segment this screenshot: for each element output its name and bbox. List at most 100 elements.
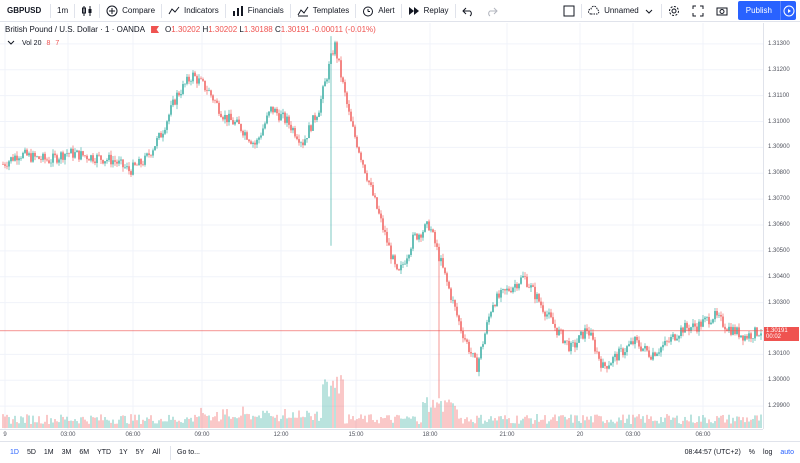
volume-bar	[388, 415, 390, 428]
templates-button[interactable]: Templates	[291, 0, 355, 22]
interval-button[interactable]: 1m	[57, 6, 69, 15]
range-1d[interactable]: 1D	[10, 449, 19, 456]
volume-bar	[30, 423, 32, 428]
volume-bar	[752, 418, 754, 428]
volume-bar	[640, 418, 642, 428]
volume-bar	[334, 387, 336, 428]
candle-body	[260, 135, 262, 138]
candle-body	[666, 340, 668, 342]
candle-body	[654, 352, 656, 356]
volume-bar	[172, 416, 174, 428]
volume-bar	[430, 407, 432, 428]
candle-body	[502, 289, 504, 290]
candle-body	[572, 342, 574, 344]
clock[interactable]: 08:44:57 (UTC+2)	[684, 449, 741, 456]
layout-toggle[interactable]	[557, 0, 581, 22]
range-1m[interactable]: 1M	[43, 449, 54, 456]
replay-button[interactable]: Replay	[402, 0, 455, 22]
goto-button[interactable]: Go to...	[177, 449, 200, 456]
volume-bar	[102, 420, 104, 428]
candles-style-button[interactable]	[75, 0, 99, 22]
candle-body	[712, 319, 714, 323]
chevron-down-icon[interactable]	[5, 37, 17, 49]
candle-body	[458, 315, 460, 322]
range-ytd[interactable]: YTD	[97, 449, 112, 456]
volume-bar	[142, 419, 144, 428]
publish-menu-button[interactable]	[780, 1, 796, 20]
candle-body	[100, 155, 102, 160]
volume-bar	[362, 418, 364, 428]
volume-bar	[74, 419, 76, 428]
alert-button[interactable]: Alert	[356, 0, 400, 22]
volume-bar	[300, 417, 302, 428]
candle-body	[290, 124, 292, 131]
publish-button[interactable]: Publish	[737, 1, 780, 20]
price-axis[interactable]: 1.31300 1.31200 1.31100 1.31000 1.30900 1.308…	[763, 23, 800, 429]
candle-body	[476, 357, 478, 372]
fullscreen-button[interactable]	[686, 0, 710, 22]
time-axis[interactable]: 9 03:00 06:00 09:00 12:00 15:00 18:00 21:00 20 03…	[0, 429, 763, 440]
divider	[99, 3, 101, 18]
volume-bar	[512, 423, 514, 428]
range-6m[interactable]: 6M	[79, 449, 90, 456]
candle-body	[500, 289, 502, 298]
volume-bar	[542, 419, 544, 428]
range-5y[interactable]: 5Y	[135, 449, 145, 456]
candle-body	[90, 155, 92, 161]
volume-bar	[398, 415, 400, 428]
volume-bar	[702, 415, 704, 428]
volume-bar	[336, 376, 338, 428]
candle-body	[672, 334, 674, 337]
range-5d[interactable]: 5D	[26, 449, 36, 456]
candle-body	[490, 312, 492, 317]
volume-bar	[526, 415, 528, 428]
volume-bar	[118, 419, 120, 428]
auto-toggle[interactable]: auto	[780, 449, 794, 456]
undo-button[interactable]	[456, 0, 480, 22]
time-tick: 03:00	[625, 432, 641, 438]
volume-bar	[154, 423, 156, 428]
candle-body	[760, 333, 762, 336]
volume-bar	[506, 419, 508, 428]
financials-button[interactable]: Financials	[226, 0, 290, 22]
volume-bar	[224, 414, 226, 428]
volume-bar	[240, 415, 242, 428]
time-tick: 09:00	[194, 432, 210, 438]
volume-bar	[592, 422, 594, 428]
range-1y[interactable]: 1Y	[119, 449, 128, 456]
volume-bar	[678, 423, 680, 428]
snapshot-button[interactable]	[710, 0, 734, 22]
layout-name-button[interactable]: Unnamed	[582, 0, 661, 22]
redo-button[interactable]	[480, 0, 504, 22]
candle-body	[680, 327, 682, 337]
divider	[581, 3, 583, 18]
candle-body	[38, 156, 40, 160]
candle-body	[584, 328, 586, 339]
candle-body	[634, 336, 636, 345]
volume-bar	[232, 417, 234, 428]
percent-toggle[interactable]: %	[748, 449, 756, 456]
candle-body	[216, 100, 218, 103]
volume-bar	[658, 423, 660, 428]
volume-bar	[332, 380, 334, 428]
range-all[interactable]: All	[152, 449, 161, 456]
indicators-button[interactable]: Indicators	[162, 0, 225, 22]
log-toggle[interactable]: log	[763, 449, 773, 456]
volume-bar	[634, 417, 636, 428]
volume-bar	[652, 421, 654, 428]
volume-bar	[558, 416, 560, 428]
candle-body	[134, 162, 136, 165]
symbol-search[interactable]: GBPUSD	[7, 6, 42, 15]
volume-bar	[418, 423, 420, 428]
volume-bar	[276, 414, 278, 428]
price-chart[interactable]	[0, 23, 763, 429]
range-3m[interactable]: 3M	[61, 449, 72, 456]
compare-button[interactable]: Compare	[100, 0, 161, 22]
volume-bar	[548, 421, 550, 428]
candle-body	[364, 164, 366, 174]
indicators-icon	[168, 5, 180, 17]
volume-bar	[312, 419, 314, 428]
settings-button[interactable]	[662, 0, 686, 22]
undo-icon	[461, 5, 474, 17]
candle-body	[692, 323, 694, 328]
